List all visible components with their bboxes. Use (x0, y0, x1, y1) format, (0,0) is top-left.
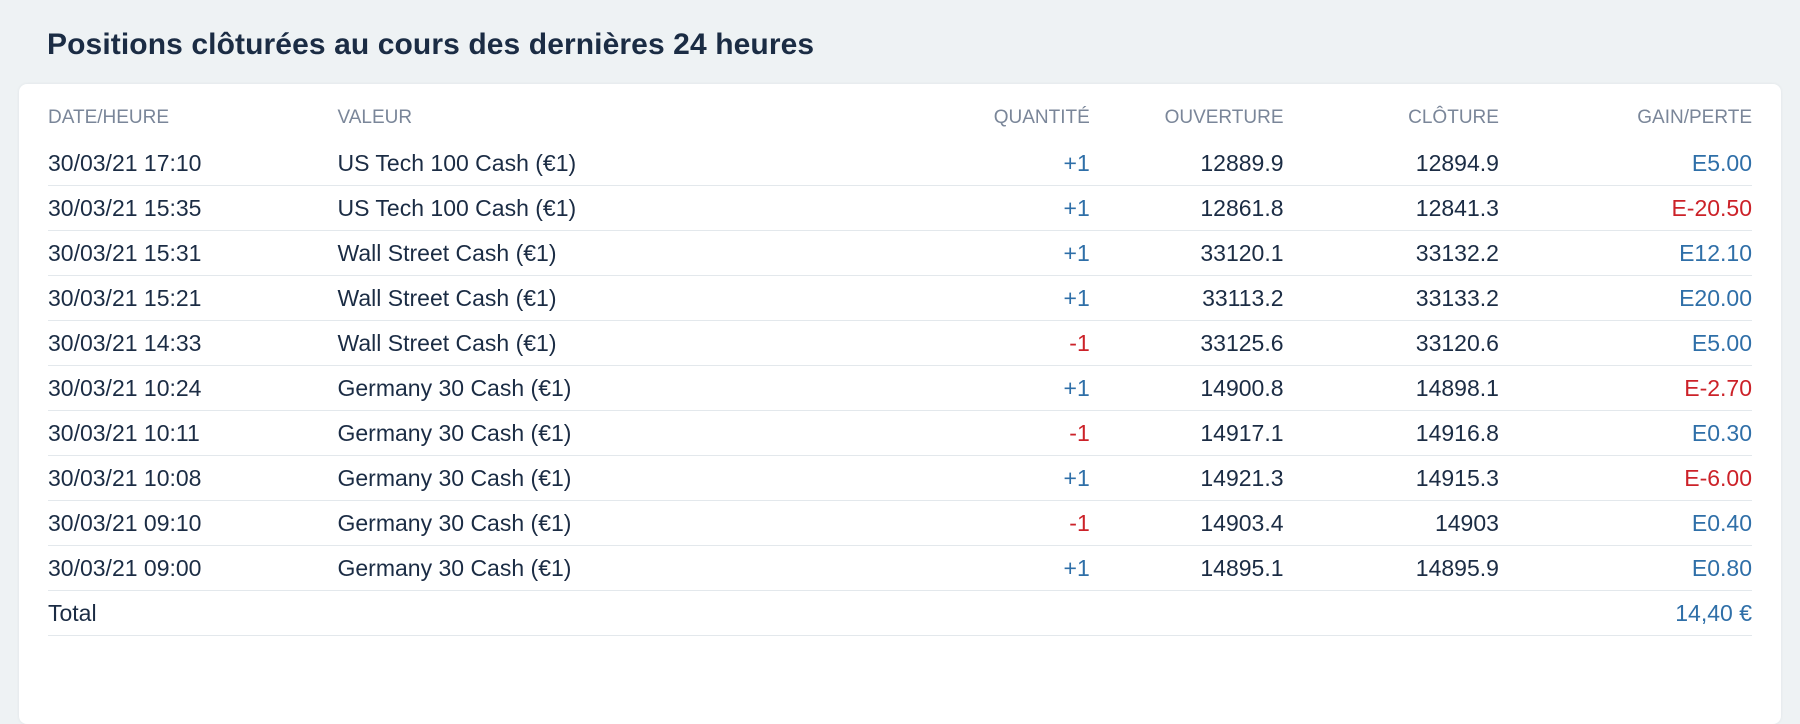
closed-positions-card: DATE/HEURE VALEUR QUANTITÉ OUVERTURE CLÔ… (19, 84, 1781, 724)
cell-instrument: Germany 30 Cash (€1) (337, 410, 917, 456)
cell-open: 14921.3 (1089, 455, 1284, 501)
column-header-quantity[interactable]: QUANTITÉ (993, 107, 1090, 128)
cell-close: 33132.2 (1283, 230, 1499, 276)
cell-open: 14900.8 (1089, 365, 1284, 411)
cell-instrument: Wall Street Cash (€1) (337, 230, 917, 276)
table-row[interactable]: 30/03/21 14:33 Wall Street Cash (€1) -1 331… (48, 320, 1752, 366)
cell-quantity: +1 (916, 275, 1090, 321)
cell-instrument: Germany 30 Cash (€1) (337, 500, 917, 546)
cell-date: 30/03/21 14:33 (48, 320, 338, 366)
cell-quantity: +1 (916, 365, 1090, 411)
cell-open: 33125.6 (1089, 320, 1284, 366)
table-row[interactable]: 30/03/21 15:31 Wall Street Cash (€1) +1 331… (48, 230, 1752, 276)
cell-close: 14895.9 (1283, 545, 1499, 591)
cell-instrument: US Tech 100 Cash (€1) (337, 141, 917, 186)
cell-instrument: Germany 30 Cash (€1) (337, 365, 917, 411)
cell-instrument: Germany 30 Cash (€1) (337, 545, 917, 591)
cell-date: 30/03/21 15:35 (48, 185, 338, 231)
total-spacer (337, 590, 917, 636)
total-spacer (916, 590, 1090, 636)
cell-date: 30/03/21 10:11 (48, 410, 338, 456)
table-row[interactable]: 30/03/21 10:08 Germany 30 Cash (€1) +1 1492… (48, 455, 1752, 501)
cell-gain: E-2.70 (1498, 365, 1752, 411)
cell-gain: E0.80 (1498, 545, 1752, 591)
cell-open: 14895.1 (1089, 545, 1284, 591)
table-row[interactable]: 30/03/21 10:11 Germany 30 Cash (€1) -1 1491… (48, 410, 1752, 456)
cell-close: 12841.3 (1283, 185, 1499, 231)
cell-quantity: +1 (916, 230, 1090, 276)
cell-open: 12889.9 (1089, 141, 1284, 186)
total-spacer (1283, 590, 1499, 636)
cell-open: 14903.4 (1089, 500, 1284, 546)
cell-instrument: US Tech 100 Cash (€1) (337, 185, 917, 231)
table-body: 30/03/21 17:10 US Tech 100 Cash (€1) +1 128… (48, 141, 1752, 591)
cell-gain: E5.00 (1498, 320, 1752, 366)
cell-close: 14903 (1283, 500, 1499, 546)
table-header-row: DATE/HEURE VALEUR QUANTITÉ OUVERTURE CLÔ… (48, 107, 1752, 141)
column-header-date[interactable]: DATE/HEURE (48, 107, 170, 128)
cell-instrument: Wall Street Cash (€1) (337, 275, 917, 321)
table-row[interactable]: 30/03/21 17:10 US Tech 100 Cash (€1) +1 128… (48, 141, 1752, 186)
cell-quantity: +1 (916, 545, 1090, 591)
page-title: Positions clôturées au cours des dernièr… (47, 28, 815, 61)
cell-date: 30/03/21 09:10 (48, 500, 338, 546)
cell-instrument: Wall Street Cash (€1) (337, 320, 917, 366)
cell-quantity: -1 (916, 320, 1090, 366)
column-header-gain[interactable]: GAIN/PERTE (1637, 107, 1752, 128)
cell-gain: E0.30 (1498, 410, 1752, 456)
cell-date: 30/03/21 15:21 (48, 275, 338, 321)
cell-date: 30/03/21 17:10 (48, 141, 338, 186)
cell-quantity: +1 (916, 455, 1090, 501)
column-header-value[interactable]: VALEUR (337, 107, 413, 128)
cell-close: 14916.8 (1283, 410, 1499, 456)
table-row[interactable]: 30/03/21 09:10 Germany 30 Cash (€1) -1 1490… (48, 500, 1752, 546)
cell-date: 30/03/21 09:00 (48, 545, 338, 591)
table-row[interactable]: 30/03/21 15:21 Wall Street Cash (€1) +1 331… (48, 275, 1752, 321)
cell-close: 33120.6 (1283, 320, 1499, 366)
cell-close: 33133.2 (1283, 275, 1499, 321)
cell-quantity: -1 (916, 500, 1090, 546)
total-value: 14,40 € (1498, 590, 1752, 636)
cell-gain: E5.00 (1498, 141, 1752, 186)
cell-date: 30/03/21 15:31 (48, 230, 338, 276)
cell-instrument: Germany 30 Cash (€1) (337, 455, 917, 501)
cell-open: 33120.1 (1089, 230, 1284, 276)
column-header-open[interactable]: OUVERTURE (1164, 107, 1284, 128)
cell-quantity: +1 (916, 185, 1090, 231)
table-row[interactable]: 30/03/21 15:35 US Tech 100 Cash (€1) +1 128… (48, 185, 1752, 231)
cell-gain: E0.40 (1498, 500, 1752, 546)
cell-gain: E20.00 (1498, 275, 1752, 321)
cell-gain: E12.10 (1498, 230, 1752, 276)
cell-gain: E-20.50 (1498, 185, 1752, 231)
cell-close: 14898.1 (1283, 365, 1499, 411)
closed-positions-table: DATE/HEURE VALEUR QUANTITÉ OUVERTURE CLÔ… (48, 107, 1752, 636)
cell-date: 30/03/21 10:24 (48, 365, 338, 411)
cell-quantity: -1 (916, 410, 1090, 456)
cell-open: 33113.2 (1089, 275, 1284, 321)
total-spacer (1089, 590, 1284, 636)
cell-open: 12861.8 (1089, 185, 1284, 231)
table-row[interactable]: 30/03/21 10:24 Germany 30 Cash (€1) +1 1490… (48, 365, 1752, 411)
cell-date: 30/03/21 10:08 (48, 455, 338, 501)
cell-close: 14915.3 (1283, 455, 1499, 501)
total-label: Total (48, 590, 338, 636)
column-header-close[interactable]: CLÔTURE (1408, 107, 1499, 128)
total-row: Total 14,40 € (48, 590, 1752, 636)
table-row[interactable]: 30/03/21 09:00 Germany 30 Cash (€1) +1 1489… (48, 545, 1752, 591)
cell-quantity: +1 (916, 141, 1090, 186)
cell-close: 12894.9 (1283, 141, 1499, 186)
cell-gain: E-6.00 (1498, 455, 1752, 501)
cell-open: 14917.1 (1089, 410, 1284, 456)
